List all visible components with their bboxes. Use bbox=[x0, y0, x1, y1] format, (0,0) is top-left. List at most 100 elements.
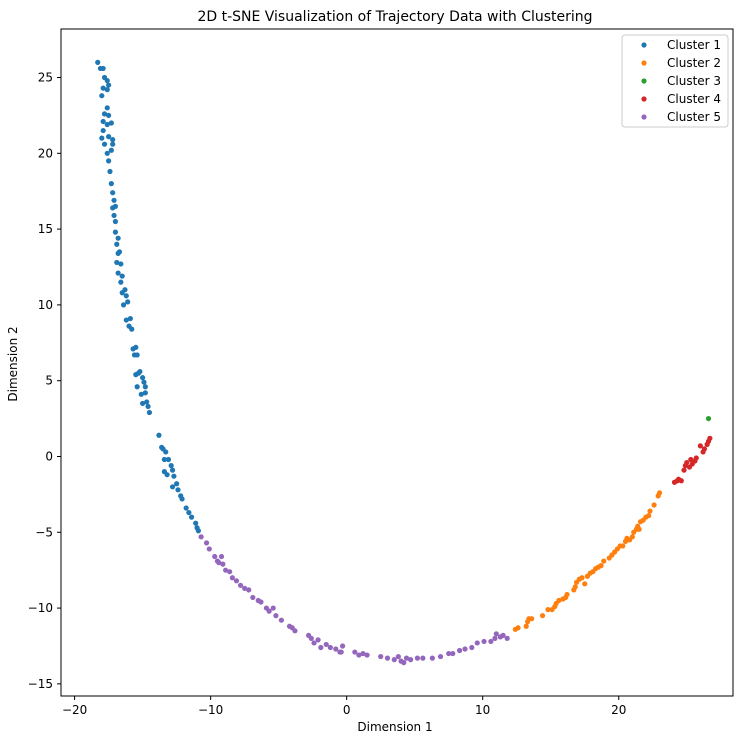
data-point bbox=[104, 150, 110, 156]
data-point bbox=[469, 644, 475, 651]
y-tick-label: −5 bbox=[35, 525, 53, 539]
data-point bbox=[106, 158, 112, 164]
data-point bbox=[127, 315, 133, 322]
series-3 bbox=[705, 415, 712, 422]
data-point bbox=[515, 625, 521, 631]
data-point bbox=[401, 660, 407, 666]
series-4 bbox=[671, 435, 713, 485]
legend-box bbox=[621, 34, 729, 128]
data-point bbox=[140, 400, 146, 407]
data-point bbox=[146, 409, 153, 416]
data-point bbox=[339, 643, 346, 649]
data-point bbox=[171, 473, 177, 479]
data-point bbox=[462, 646, 468, 652]
data-point bbox=[108, 120, 114, 126]
y-tick-label: 25 bbox=[38, 71, 53, 85]
data-point bbox=[101, 111, 108, 117]
data-point bbox=[651, 502, 657, 508]
data-point bbox=[356, 652, 362, 658]
data-point bbox=[601, 558, 607, 564]
data-point bbox=[338, 649, 344, 655]
data-point bbox=[99, 93, 105, 99]
x-axis-ticks: −20 −10 0 10 20 bbox=[62, 696, 626, 717]
data-point bbox=[183, 505, 189, 511]
data-point bbox=[188, 514, 195, 520]
x-tick-label: 10 bbox=[475, 703, 490, 717]
data-point bbox=[620, 543, 626, 549]
data-point bbox=[106, 112, 112, 119]
legend-label: Cluster 2 bbox=[667, 56, 721, 70]
data-point bbox=[107, 168, 113, 175]
data-point bbox=[116, 249, 123, 255]
data-point bbox=[378, 653, 384, 660]
data-point bbox=[142, 384, 148, 390]
data-point bbox=[186, 509, 192, 516]
data-point bbox=[233, 578, 240, 584]
data-point bbox=[246, 587, 252, 593]
data-point bbox=[529, 616, 535, 622]
data-point bbox=[114, 241, 120, 247]
data-point bbox=[140, 375, 146, 381]
data-point bbox=[203, 540, 210, 546]
data-point bbox=[206, 546, 212, 552]
data-point bbox=[693, 455, 699, 461]
y-tick-label: 0 bbox=[45, 449, 53, 463]
data-point bbox=[110, 137, 116, 143]
data-point bbox=[112, 203, 119, 209]
data-point bbox=[311, 640, 317, 646]
chart-title: 2D t-SNE Visualization of Trajectory Dat… bbox=[197, 9, 592, 25]
data-point bbox=[384, 655, 391, 661]
data-point bbox=[647, 508, 653, 514]
data-point bbox=[168, 462, 174, 469]
data-point bbox=[474, 640, 480, 646]
data-point bbox=[115, 235, 121, 241]
data-point bbox=[100, 118, 106, 125]
data-point bbox=[273, 613, 279, 619]
data-point bbox=[705, 415, 712, 422]
data-point bbox=[408, 657, 414, 663]
data-point bbox=[360, 650, 366, 657]
legend-label: Cluster 5 bbox=[667, 110, 721, 124]
data-point bbox=[106, 82, 112, 88]
data-point bbox=[414, 655, 421, 661]
data-point bbox=[133, 344, 139, 350]
data-point bbox=[598, 563, 604, 569]
data-point bbox=[492, 635, 498, 641]
data-point bbox=[156, 432, 162, 438]
data-point bbox=[707, 435, 713, 441]
data-point bbox=[137, 368, 143, 375]
data-point bbox=[216, 560, 222, 566]
data-point bbox=[163, 449, 169, 455]
data-point bbox=[391, 657, 397, 663]
data-point bbox=[144, 399, 150, 405]
data-points bbox=[95, 59, 713, 666]
data-point bbox=[582, 581, 588, 587]
data-point bbox=[212, 553, 218, 560]
data-point bbox=[688, 456, 694, 463]
data-point bbox=[114, 259, 120, 266]
data-point bbox=[115, 270, 121, 276]
data-point bbox=[174, 481, 180, 487]
data-point bbox=[100, 127, 106, 134]
x-tick-label: 20 bbox=[611, 703, 626, 717]
data-point bbox=[678, 478, 684, 484]
data-point bbox=[429, 655, 435, 661]
legend-label: Cluster 4 bbox=[667, 92, 721, 106]
data-point bbox=[104, 77, 110, 84]
data-point bbox=[119, 273, 125, 279]
data-point bbox=[292, 628, 298, 634]
x-tick-label: 0 bbox=[343, 703, 351, 717]
data-point bbox=[120, 302, 127, 308]
y-tick-label: −10 bbox=[28, 601, 53, 615]
data-point bbox=[523, 623, 529, 629]
x-tick-label: −10 bbox=[198, 703, 223, 717]
y-tick-label: 5 bbox=[45, 374, 53, 388]
data-point bbox=[134, 384, 140, 390]
legend-marker bbox=[641, 114, 647, 120]
data-point bbox=[141, 379, 147, 385]
data-point bbox=[100, 65, 106, 72]
data-point bbox=[95, 59, 101, 65]
data-point bbox=[333, 646, 339, 652]
data-point bbox=[100, 85, 106, 91]
data-point bbox=[145, 403, 151, 410]
